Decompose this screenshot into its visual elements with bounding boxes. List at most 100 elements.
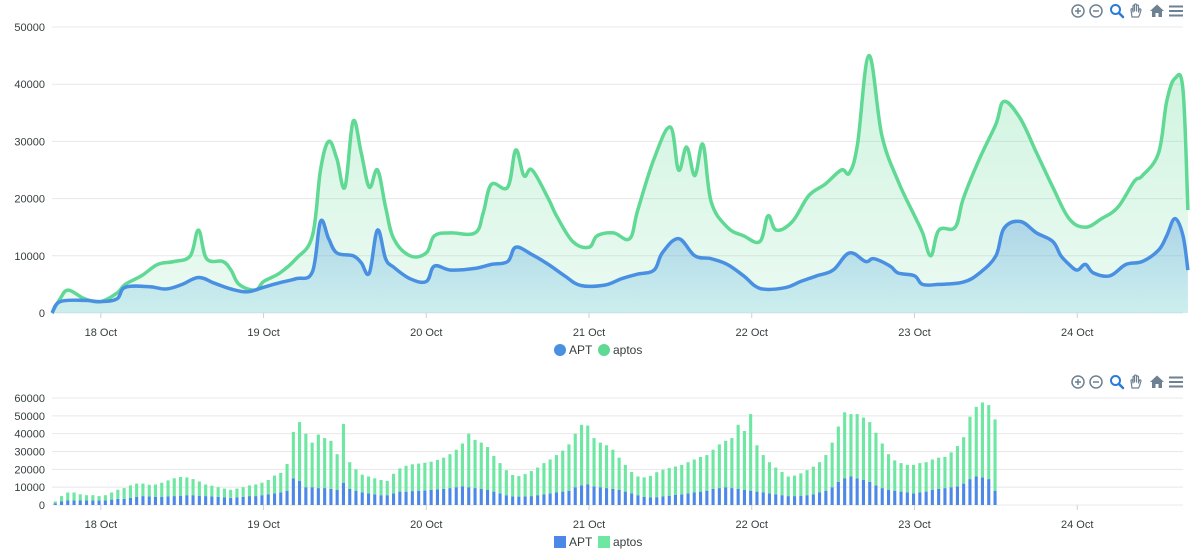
bar-aptos[interactable] — [492, 456, 496, 492]
bar-apt[interactable] — [517, 496, 521, 505]
bar-aptos[interactable] — [987, 405, 991, 480]
bar-aptos[interactable] — [266, 480, 270, 495]
bar-aptos[interactable] — [755, 445, 759, 492]
bar-aptos[interactable] — [630, 472, 634, 494]
bar-apt[interactable] — [761, 492, 765, 506]
bar-aptos[interactable] — [855, 414, 859, 479]
bar-aptos[interactable] — [367, 476, 371, 494]
zoom-out-icon[interactable] — [1089, 375, 1103, 389]
bar-aptos[interactable] — [648, 475, 652, 498]
bar-aptos[interactable] — [348, 462, 352, 489]
bar-apt[interactable] — [254, 496, 258, 505]
bar-aptos[interactable] — [567, 444, 571, 491]
bar-aptos[interactable] — [636, 476, 640, 496]
bar-aptos[interactable] — [166, 480, 170, 497]
bar-apt[interactable] — [191, 495, 195, 505]
bar-aptos[interactable] — [749, 414, 753, 491]
bar-aptos[interactable] — [247, 485, 251, 497]
bar-aptos[interactable] — [486, 447, 490, 490]
bar-apt[interactable] — [354, 490, 358, 505]
bar-apt[interactable] — [460, 486, 464, 505]
bar-apt[interactable] — [799, 495, 803, 505]
bar-apt[interactable] — [423, 490, 427, 505]
bar-aptos[interactable] — [661, 469, 665, 497]
bar-aptos[interactable] — [329, 440, 333, 489]
bar-aptos[interactable] — [91, 495, 95, 501]
bar-apt[interactable] — [993, 490, 997, 505]
bar-aptos[interactable] — [373, 478, 377, 495]
bar-apt[interactable] — [924, 491, 928, 505]
bar-apt[interactable] — [805, 495, 809, 505]
bar-aptos[interactable] — [598, 442, 602, 488]
bar-apt[interactable] — [210, 496, 214, 505]
bar-aptos[interactable] — [811, 466, 815, 495]
bar-apt[interactable] — [429, 489, 433, 505]
bar-apt[interactable] — [611, 488, 615, 505]
bar-apt[interactable] — [373, 494, 377, 505]
bar-apt[interactable] — [122, 498, 126, 505]
bar-aptos[interactable] — [548, 459, 552, 494]
bar-apt[interactable] — [486, 489, 490, 505]
bar-apt[interactable] — [974, 476, 978, 506]
bar-apt[interactable] — [592, 486, 596, 505]
bar-aptos[interactable] — [153, 484, 157, 498]
legend-item-apt[interactable]: APT — [554, 343, 593, 357]
bar-aptos[interactable] — [304, 433, 308, 488]
bar-apt[interactable] — [692, 492, 696, 506]
bar-aptos[interactable] — [216, 487, 220, 497]
bar-apt[interactable] — [66, 500, 70, 506]
bar-apt[interactable] — [128, 497, 132, 505]
bar-aptos[interactable] — [642, 477, 646, 497]
bar-aptos[interactable] — [122, 488, 126, 499]
bar-aptos[interactable] — [229, 489, 233, 498]
bar-apt[interactable] — [554, 492, 558, 506]
bar-apt[interactable] — [636, 495, 640, 505]
bar-aptos[interactable] — [60, 496, 64, 502]
bar-aptos[interactable] — [310, 442, 314, 488]
pan-hand-icon[interactable] — [1130, 374, 1142, 389]
bar-aptos[interactable] — [398, 468, 402, 492]
bar-aptos[interactable] — [467, 433, 471, 488]
bar-apt[interactable] — [166, 496, 170, 505]
bar-apt[interactable] — [567, 490, 571, 505]
bar-apt[interactable] — [893, 490, 897, 505]
bar-apt[interactable] — [905, 492, 909, 506]
bar-apt[interactable] — [843, 478, 847, 506]
bar-apt[interactable] — [298, 480, 302, 505]
bar-apt[interactable] — [341, 482, 345, 505]
bar-apt[interactable] — [448, 488, 452, 505]
bar-apt[interactable] — [348, 488, 352, 505]
bar-aptos[interactable] — [285, 464, 289, 491]
bar-aptos[interactable] — [974, 406, 978, 477]
bar-aptos[interactable] — [993, 419, 997, 491]
bar-apt[interactable] — [573, 487, 577, 505]
bar-apt[interactable] — [404, 491, 408, 505]
legend-item-aptos[interactable]: aptos — [598, 535, 642, 549]
bar-aptos[interactable] — [417, 463, 421, 491]
bar-aptos[interactable] — [874, 432, 878, 486]
menu-icon[interactable] — [1169, 5, 1183, 17]
bar-aptos[interactable] — [392, 473, 396, 494]
bar-apt[interactable] — [97, 500, 101, 506]
bar-aptos[interactable] — [147, 484, 151, 497]
bar-aptos[interactable] — [498, 463, 502, 494]
bar-aptos[interactable] — [517, 476, 521, 497]
bar-aptos[interactable] — [241, 487, 245, 497]
bar-apt[interactable] — [72, 500, 76, 506]
bar-apt[interactable] — [523, 496, 527, 505]
bar-aptos[interactable] — [893, 460, 897, 491]
bar-aptos[interactable] — [861, 417, 865, 480]
bar-aptos[interactable] — [335, 454, 339, 490]
bar-aptos[interactable] — [260, 482, 264, 496]
bar-aptos[interactable] — [529, 471, 533, 497]
legend-item-aptos[interactable]: aptos — [598, 343, 642, 357]
bar-aptos[interactable] — [868, 422, 872, 482]
bar-apt[interactable] — [91, 500, 95, 506]
bar-aptos[interactable] — [511, 475, 515, 497]
bar-aptos[interactable] — [204, 484, 208, 497]
zoom-in-icon[interactable] — [1071, 4, 1085, 18]
legend-item-apt[interactable]: APT — [554, 535, 593, 549]
bar-aptos[interactable] — [53, 501, 57, 504]
bar-apt[interactable] — [241, 497, 245, 505]
bar-apt[interactable] — [968, 479, 972, 505]
